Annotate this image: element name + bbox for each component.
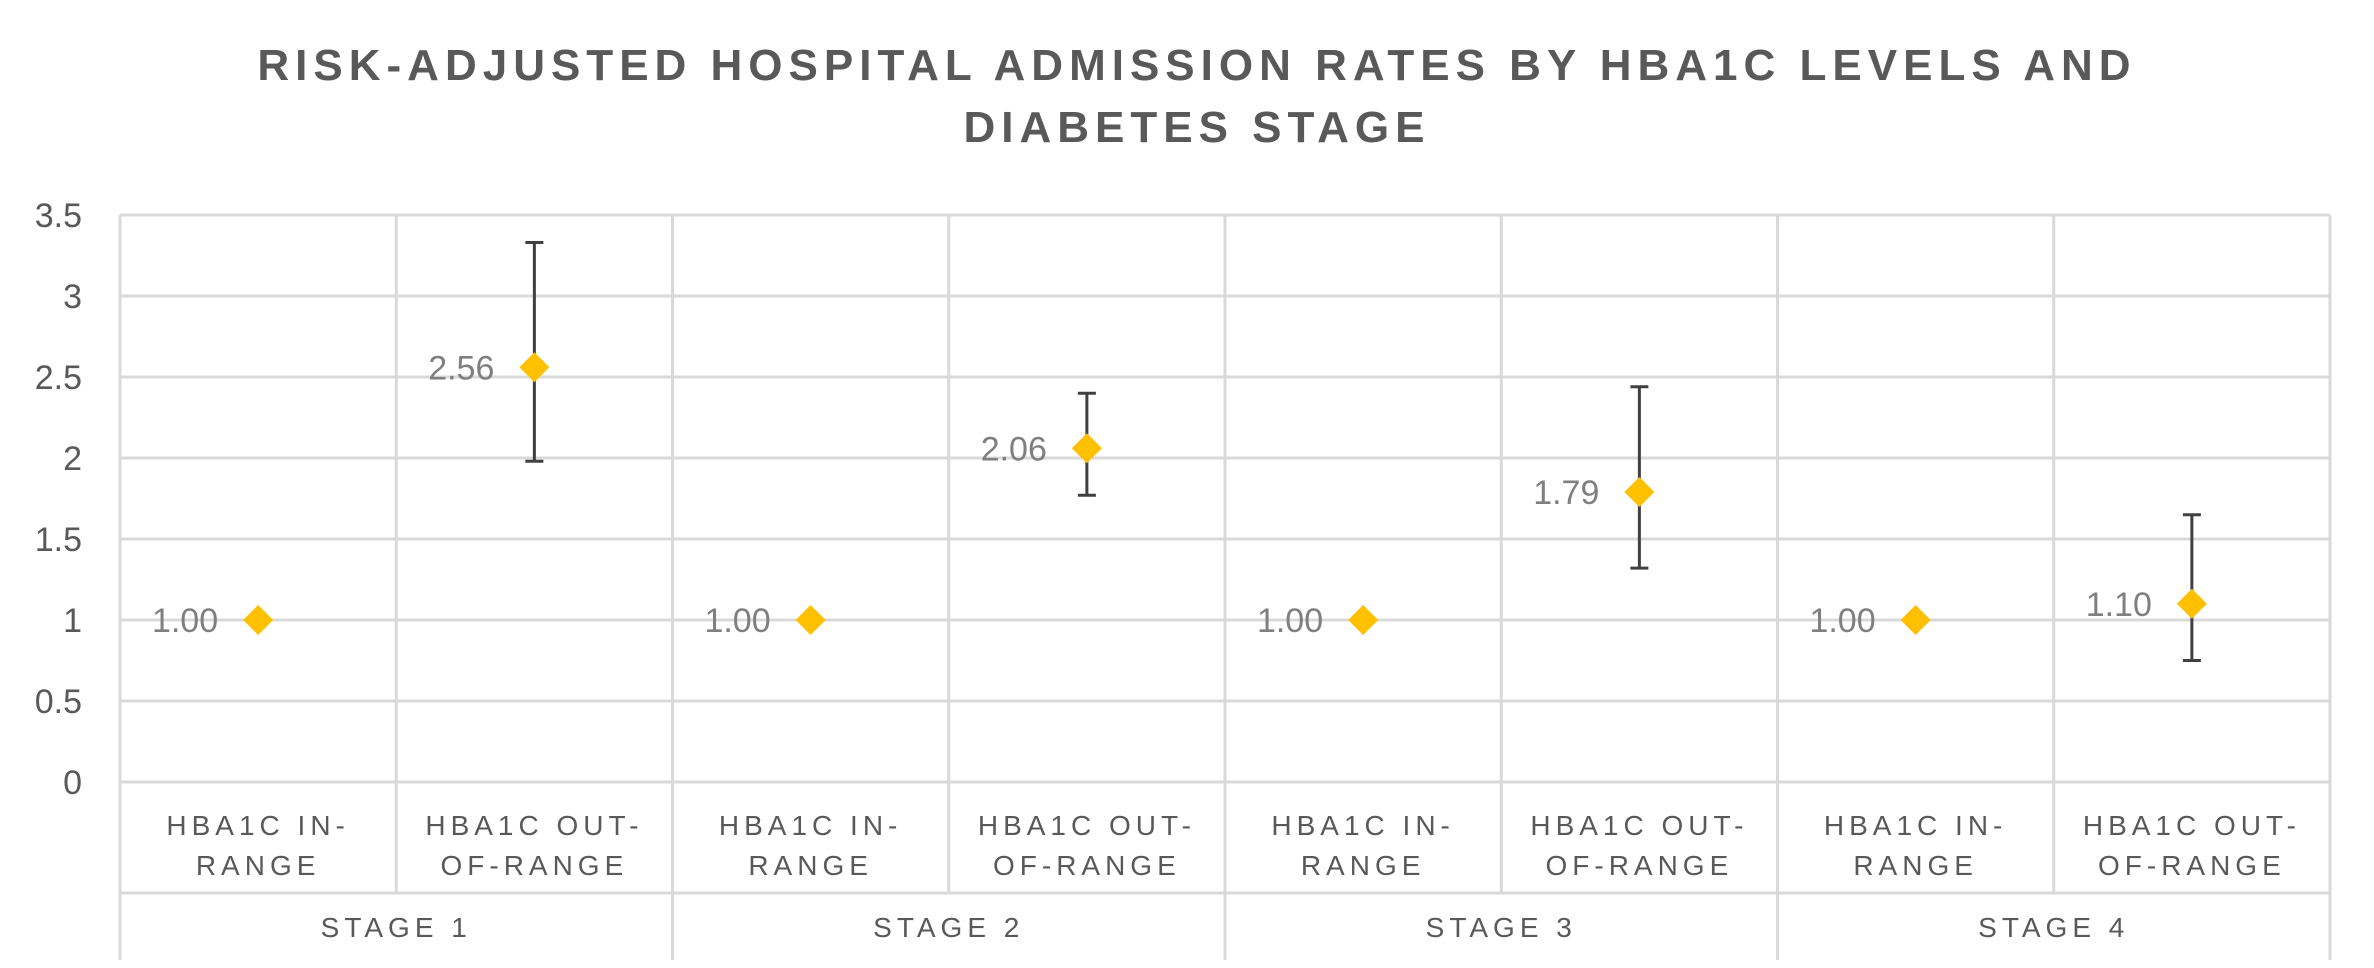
data-point-diamond (1348, 605, 1379, 635)
y-tick-label: 3 (63, 278, 82, 316)
x-category-label: RANGE (748, 850, 873, 881)
y-tick-label: 0 (63, 764, 82, 802)
data-point-diamond (1071, 433, 1102, 464)
chart-title-line: DIABETES STAGE (963, 103, 1430, 152)
data-point-diamond (795, 605, 826, 635)
data-point-diamond (1900, 605, 1931, 635)
x-category-label: HBA1C IN- (166, 810, 349, 841)
data-markers (243, 352, 2207, 635)
x-group-label: STAGE 2 (873, 912, 1024, 943)
x-category-label: OF-RANGE (440, 850, 628, 881)
gridlines (118, 213, 2332, 960)
y-tick-label: 2 (63, 440, 82, 478)
chart-title-line: RISK-ADJUSTED HOSPITAL ADMISSION RATES B… (257, 41, 2136, 90)
x-category-label: HBA1C OUT- (425, 810, 643, 841)
x-category-label: HBA1C IN- (1824, 810, 2007, 841)
y-tick-label: 2.5 (35, 359, 82, 397)
data-label: 1.79 (1533, 474, 1599, 512)
y-tick-label: 3.5 (35, 197, 82, 235)
data-label: 1.00 (1809, 602, 1875, 640)
y-tick-label: 1.5 (35, 521, 82, 559)
x-category-label: OF-RANGE (2098, 850, 2286, 881)
data-point-diamond (243, 605, 274, 635)
x-category-label: OF-RANGE (993, 850, 1181, 881)
data-label: 2.06 (981, 430, 1047, 468)
data-point-diamond (1624, 477, 1655, 508)
error-bars (525, 241, 2201, 662)
x-category-label: RANGE (196, 850, 321, 881)
x-category-label: HBA1C IN- (1271, 810, 1454, 841)
x-group-label: STAGE 3 (1426, 912, 1577, 943)
x-axis: HBA1C IN- RANGE HBA1C OUT- OF-RANGE HBA1C IN… (166, 810, 2301, 943)
x-category-label: HBA1C OUT- (2083, 810, 2301, 841)
x-category-label: RANGE (1301, 850, 1426, 881)
x-category-label: RANGE (1853, 850, 1978, 881)
x-category-label: HBA1C IN- (719, 810, 902, 841)
x-category-label: HBA1C OUT- (978, 810, 1196, 841)
data-label: 2.56 (428, 349, 494, 387)
x-group-label: STAGE 1 (321, 912, 472, 943)
data-label: 1.00 (152, 602, 218, 640)
y-axis-tick-labels: 0 0.5 1 1.5 2 2.5 3 3.5 (35, 197, 82, 802)
y-tick-label: 1 (63, 602, 82, 640)
y-tick-label: 0.5 (35, 683, 82, 721)
data-label: 1.10 (2086, 586, 2152, 624)
data-labels: 1.00 2.56 1.00 2.06 1.00 1.79 1.00 1.10 (152, 349, 2152, 640)
x-category-label: OF-RANGE (1545, 850, 1733, 881)
data-point-diamond (519, 352, 550, 383)
chart-title: RISK-ADJUSTED HOSPITAL ADMISSION RATES B… (257, 41, 2136, 152)
x-category-label: HBA1C OUT- (1530, 810, 1748, 841)
data-label: 1.00 (704, 602, 770, 640)
x-group-label: STAGE 4 (1978, 912, 2129, 943)
data-point-diamond (2176, 588, 2207, 619)
data-label: 1.00 (1257, 602, 1323, 640)
